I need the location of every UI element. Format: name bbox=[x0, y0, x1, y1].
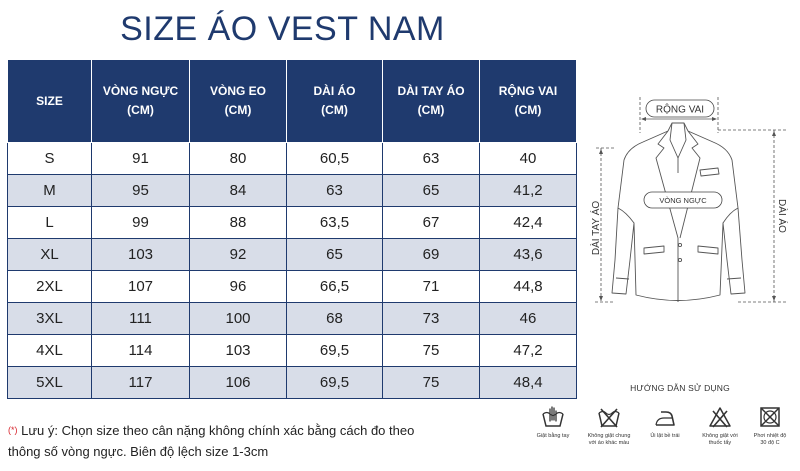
care-caption-line1: Ủi lật bề trái bbox=[650, 433, 680, 439]
cell-shoulder: 40 bbox=[479, 142, 577, 175]
table-row: 4XL 114 103 69,5 75 47,2 bbox=[7, 334, 577, 367]
cell-chest: 114 bbox=[91, 334, 190, 367]
cell-shoulder: 48,4 bbox=[479, 366, 577, 399]
no-bleach-icon bbox=[709, 407, 731, 428]
cell-size: S bbox=[7, 142, 92, 175]
chest-label-box bbox=[643, 191, 723, 209]
cell-sleeve: 69 bbox=[382, 238, 480, 271]
cell-shoulder: 44,8 bbox=[479, 270, 577, 303]
cell-chest: 107 bbox=[91, 270, 190, 303]
cell-size: 3XL bbox=[7, 302, 92, 335]
jacket-measurement-diagram: RỘNG VAI VÒNG NGỰC DÀI TAY ÁO DÀI ÁO bbox=[589, 97, 789, 303]
cell-size: 5XL bbox=[7, 366, 92, 399]
cell-waist: 106 bbox=[189, 366, 287, 399]
table-row: XL 103 92 65 69 43,6 bbox=[7, 238, 577, 271]
shoulder-label-box bbox=[645, 99, 715, 118]
no-tumble-dry-icon bbox=[760, 407, 780, 427]
cell-chest: 103 bbox=[91, 238, 190, 271]
table-row: 5XL 117 106 69,5 75 48,4 bbox=[7, 366, 577, 399]
hand-wash-icon bbox=[542, 406, 564, 427]
jacket-length-label: DÀI ÁO bbox=[776, 199, 789, 233]
cell-sleeve: 73 bbox=[382, 302, 480, 335]
cell-chest: 91 bbox=[91, 142, 190, 175]
measure-lines bbox=[594, 97, 788, 303]
cell-waist: 84 bbox=[189, 174, 287, 207]
cell-waist: 96 bbox=[189, 270, 287, 303]
size-table: SIZE VÒNG NGỰC (CM) VÒNG EO (CM) DÀI ÁO (CM… bbox=[7, 59, 577, 399]
chest-label: VÒNG NGỰC bbox=[659, 196, 707, 205]
cell-chest: 99 bbox=[91, 206, 190, 239]
table-row: S 91 80 60,5 63 40 bbox=[7, 142, 577, 175]
cell-length: 66,5 bbox=[286, 270, 383, 303]
care-item-no-wash-together: Không giặt chung với áo khác màu bbox=[581, 406, 637, 447]
cell-chest: 117 bbox=[91, 366, 190, 399]
cell-length: 63,5 bbox=[286, 206, 383, 239]
cell-sleeve: 65 bbox=[382, 174, 480, 207]
cell-sleeve: 67 bbox=[382, 206, 480, 239]
table-row: 2XL 107 96 66,5 71 44,8 bbox=[7, 270, 577, 303]
note-line-1: Lưu ý: Chọn size theo cân nặng không chí… bbox=[21, 423, 415, 438]
cell-shoulder: 42,4 bbox=[479, 206, 577, 239]
shoulder-label: RỘNG VAI bbox=[656, 103, 704, 116]
header-shoulder: RỘNG VAI (CM) bbox=[479, 59, 577, 143]
header-chest: VÒNG NGỰC (CM) bbox=[91, 59, 190, 143]
cell-length: 69,5 bbox=[286, 334, 383, 367]
cell-sleeve: 75 bbox=[382, 334, 480, 367]
header-length: DÀI ÁO (CM) bbox=[286, 59, 383, 143]
header-waist: VÒNG EO (CM) bbox=[189, 59, 287, 143]
cell-shoulder: 47,2 bbox=[479, 334, 577, 367]
cell-shoulder: 43,6 bbox=[479, 238, 577, 271]
care-caption-line2: với áo khác màu bbox=[588, 440, 630, 446]
cell-sleeve: 63 bbox=[382, 142, 480, 175]
cell-size: XL bbox=[7, 238, 92, 271]
header-size: SIZE bbox=[7, 59, 92, 143]
cell-length: 68 bbox=[286, 302, 383, 335]
cell-length: 69,5 bbox=[286, 366, 383, 399]
sleeve-length-label: DÀI TAY ÁO bbox=[589, 201, 602, 255]
cell-size: 2XL bbox=[7, 270, 92, 303]
care-item-no-tumble-dry: Phơi nhiệt độ 30 độ C bbox=[742, 406, 798, 447]
cell-waist: 88 bbox=[189, 206, 287, 239]
cell-size: M bbox=[7, 174, 92, 207]
cell-length: 60,5 bbox=[286, 142, 383, 175]
care-caption-line1: Không giặt với bbox=[702, 433, 738, 439]
cell-waist: 80 bbox=[189, 142, 287, 175]
care-caption-line2: thuốc tẩy bbox=[708, 440, 732, 446]
cell-chest: 95 bbox=[91, 174, 190, 207]
cell-length: 65 bbox=[286, 238, 383, 271]
table-row: 3XL 111 100 68 73 46 bbox=[7, 302, 577, 335]
care-guide-title: HƯỚNG DẪN SỬ DỤNG bbox=[630, 383, 730, 393]
jacket-outline-icon bbox=[611, 122, 746, 302]
cell-size: L bbox=[7, 206, 92, 239]
table-row: M 95 84 63 65 41,2 bbox=[7, 174, 577, 207]
no-wash-together-icon bbox=[598, 408, 620, 428]
care-caption-line1: Không giặt chung bbox=[587, 433, 631, 439]
care-item-no-bleach: Không giặt với thuốc tẩy bbox=[692, 406, 748, 447]
cell-sleeve: 75 bbox=[382, 366, 480, 399]
note-marker: (*) bbox=[8, 425, 18, 435]
care-item-iron: Ủi lật bề trái bbox=[637, 406, 693, 440]
measure-arrows bbox=[599, 117, 776, 301]
cell-size: 4XL bbox=[7, 334, 92, 367]
iron-icon bbox=[655, 411, 675, 426]
table-header-row: SIZE VÒNG NGỰC (CM) VÒNG EO (CM) DÀI ÁO (CM… bbox=[7, 59, 577, 143]
cell-shoulder: 46 bbox=[479, 302, 577, 335]
care-item-hand-wash: Giặt bằng tay bbox=[525, 406, 581, 440]
cell-length: 63 bbox=[286, 174, 383, 207]
cell-waist: 103 bbox=[189, 334, 287, 367]
care-caption-line1: Giặt bằng tay bbox=[536, 433, 570, 439]
cell-waist: 100 bbox=[189, 302, 287, 335]
size-note: (*) Lưu ý: Chọn size theo cân nặng không… bbox=[8, 420, 414, 462]
cell-sleeve: 71 bbox=[382, 270, 480, 303]
cell-chest: 111 bbox=[91, 302, 190, 335]
header-sleeve: DÀI TAY ÁO (CM) bbox=[382, 59, 480, 143]
cell-waist: 92 bbox=[189, 238, 287, 271]
care-caption-line2: 30 độ C bbox=[760, 440, 780, 446]
cell-shoulder: 41,2 bbox=[479, 174, 577, 207]
note-line-2: thông số vòng ngực. Biên độ lệch size 1-… bbox=[8, 444, 269, 459]
care-caption-line1: Phơi nhiệt độ bbox=[753, 433, 787, 439]
table-row: L 99 88 63,5 67 42,4 bbox=[7, 206, 577, 239]
page-title: SIZE ÁO VEST NAM bbox=[120, 10, 445, 48]
